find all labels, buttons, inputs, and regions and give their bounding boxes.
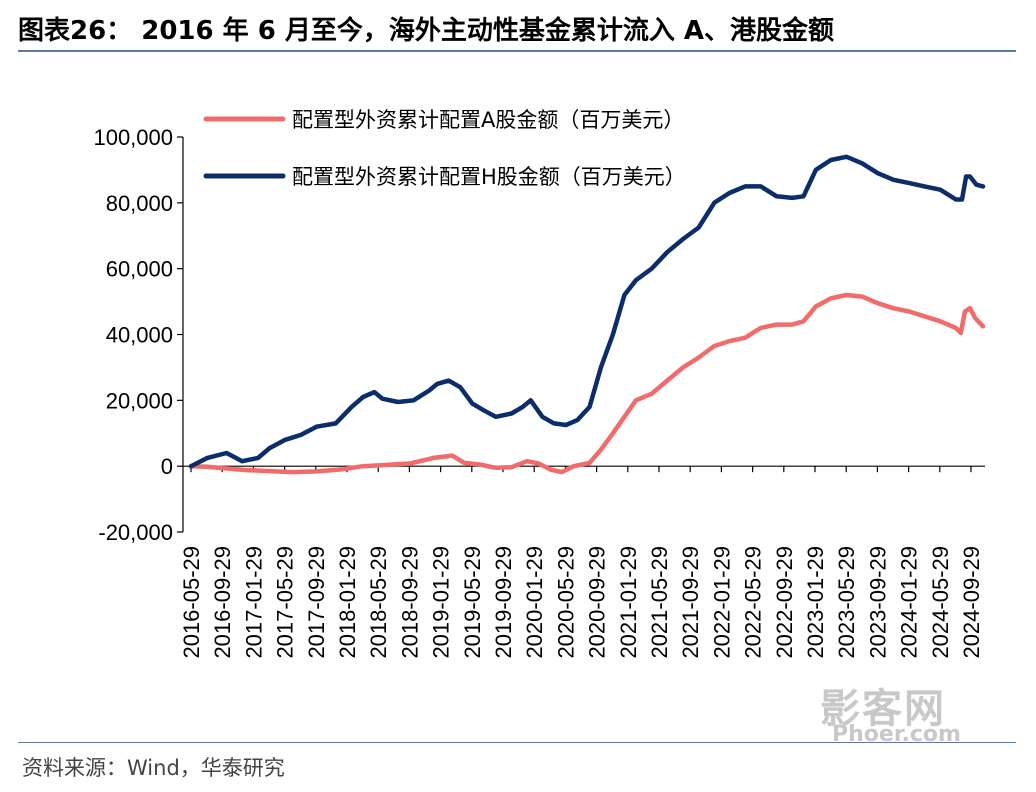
x-tick-label: 2024-09-29 — [959, 546, 984, 659]
x-tick-label: 2020-01-29 — [522, 546, 547, 659]
x-tick-label: 2020-05-29 — [553, 546, 578, 659]
x-tick-label: 2019-09-29 — [491, 546, 516, 659]
x-tick-label: 2018-05-29 — [366, 546, 391, 659]
x-tick-label: 2024-01-29 — [897, 546, 922, 659]
x-tick-label: 2021-09-29 — [678, 546, 703, 659]
watermark-url: Phoer.com — [832, 722, 961, 747]
x-tick-label: 2016-05-29 — [179, 546, 204, 659]
legend-label: 配置型外资累计配置A股金额（百万美元） — [292, 108, 684, 132]
x-tick-label: 2016-09-29 — [210, 546, 235, 659]
series-line-h-shares — [188, 154, 986, 469]
x-tick-label: 2023-09-29 — [865, 546, 890, 659]
chart-title: 图表26： 2016 年 6 月至今，海外主动性基金累计流入 A、港股金额 — [18, 16, 835, 46]
y-axis-ticks: -20,000 0 20,000 40,000 60,000 80,000 100,000 — [93, 125, 183, 545]
x-tick-label: 2018-09-29 — [397, 546, 422, 659]
source-note: 资料来源：Wind，华泰研究 — [22, 756, 285, 780]
series-lines — [188, 154, 986, 475]
y-tick-label: 40,000 — [106, 323, 173, 348]
legend-label: 配置型外资累计配置H股金额（百万美元） — [292, 165, 686, 189]
x-tick-label: 2017-05-29 — [273, 546, 298, 659]
x-tick-label: 2023-05-29 — [834, 546, 859, 659]
x-axis-ticks: 2016-05-29 2016-09-29 2017-01-29 2017-05-29… — [179, 466, 984, 659]
x-tick-label: 2021-05-29 — [647, 546, 672, 659]
x-tick-label: 2017-01-29 — [241, 546, 266, 659]
x-tick-label: 2021-01-29 — [616, 546, 641, 659]
x-tick-label: 2022-01-29 — [709, 546, 734, 659]
series-line-a-shares — [188, 292, 986, 475]
watermark-logo: 影客网 — [820, 686, 946, 732]
x-tick-label: 2020-09-29 — [585, 546, 610, 659]
footer-divider — [18, 742, 1016, 743]
legend: 配置型外资累计配置A股金额（百万美元） 配置型外资累计配置H股金额（百万美元） — [203, 108, 686, 189]
y-tick-label: 60,000 — [106, 257, 173, 282]
x-tick-label: 2024-05-29 — [928, 546, 953, 659]
x-tick-label: 2023-01-29 — [803, 546, 828, 659]
x-tick-label: 2022-05-29 — [741, 546, 766, 659]
title-divider — [18, 50, 1016, 52]
x-tick-label: 2018-01-29 — [335, 546, 360, 659]
y-tick-label: 0 — [161, 454, 173, 479]
y-tick-label: -20,000 — [98, 520, 173, 545]
x-tick-label: 2019-05-29 — [460, 546, 485, 659]
y-tick-label: 100,000 — [93, 125, 173, 150]
y-tick-label: 80,000 — [106, 191, 173, 216]
x-tick-label: 2019-01-29 — [429, 546, 454, 659]
x-tick-label: 2022-09-29 — [772, 546, 797, 659]
y-tick-label: 20,000 — [106, 388, 173, 413]
x-tick-label: 2017-09-29 — [304, 546, 329, 659]
